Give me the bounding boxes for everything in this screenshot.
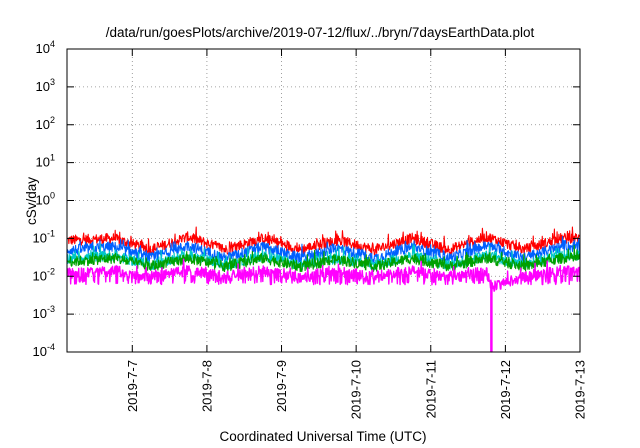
series-point <box>224 249 227 251</box>
series-point <box>113 270 115 272</box>
series-point <box>411 270 413 272</box>
series-point <box>374 257 376 259</box>
series-point <box>75 249 77 251</box>
series-point <box>187 244 189 247</box>
series-point <box>150 275 152 277</box>
x-tick-label: 2019-7-11 <box>423 360 438 418</box>
series-point <box>374 275 376 277</box>
series-point <box>187 257 189 259</box>
series-3 <box>67 244 581 273</box>
x-tick-label: 2019-7-13 <box>573 360 588 419</box>
series-point <box>262 237 264 239</box>
y-tick-label: 10-2 <box>33 266 55 283</box>
x-tick-label: 2019-7-10 <box>349 360 364 419</box>
series-point <box>224 265 227 268</box>
series-point <box>560 270 562 272</box>
y-tick-label: 100 <box>36 191 55 208</box>
plot-frame <box>66 48 581 353</box>
y-tick-label: 10-4 <box>33 342 55 359</box>
series-point <box>113 246 115 248</box>
series-point <box>486 236 488 238</box>
series-point <box>411 237 413 239</box>
series-point <box>560 237 562 239</box>
series-point <box>448 249 451 251</box>
series-point <box>299 265 301 268</box>
series-point <box>486 257 488 259</box>
y-tick-label: 10-1 <box>33 228 55 245</box>
series-point <box>374 249 376 251</box>
series-point <box>523 249 525 251</box>
data-series <box>66 226 581 353</box>
series-point <box>299 249 301 251</box>
series-point <box>150 249 152 251</box>
x-tick-label: 2019-7-9 <box>274 360 289 412</box>
series-point <box>523 265 525 268</box>
series-line <box>67 244 581 273</box>
y-tick-label: 101 <box>36 153 55 170</box>
axis-ticks: 10-4 10-3 10-2 10-1 100 101 102 103 104 2019-7-7 2… <box>33 39 588 419</box>
series-point <box>262 246 264 248</box>
series-point <box>299 257 301 259</box>
series-point <box>560 246 562 248</box>
series-point <box>262 257 264 259</box>
series-point <box>336 239 339 241</box>
series-point <box>486 244 488 247</box>
series-point <box>187 270 189 272</box>
series-point <box>336 247 339 249</box>
series-point <box>299 275 301 277</box>
series-point <box>336 271 339 273</box>
x-axis-label: Coordinated Universal Time (UTC) <box>219 429 426 444</box>
series-point <box>448 257 451 259</box>
series-line <box>67 226 581 256</box>
series-point <box>150 257 152 259</box>
series-point <box>224 275 227 277</box>
series-point <box>75 239 77 241</box>
series-point <box>336 258 339 260</box>
series-0 <box>67 226 581 256</box>
series-point <box>75 260 77 262</box>
series-point <box>187 236 189 238</box>
x-tick-label: 2019-7-12 <box>498 360 513 419</box>
series-point <box>262 270 264 272</box>
x-tick-label: 2019-7-7 <box>125 360 140 412</box>
grid-lines <box>67 48 581 353</box>
series-point <box>560 257 562 259</box>
series-point <box>486 271 488 273</box>
series-point <box>448 265 451 268</box>
y-tick-label: 104 <box>36 39 55 56</box>
series-point <box>411 257 413 259</box>
series-point <box>448 275 451 277</box>
series-point <box>75 272 77 274</box>
series-line <box>66 258 581 292</box>
y-axis-label: cSv/day <box>24 177 39 225</box>
series-point <box>374 265 376 268</box>
y-tick-label: 103 <box>36 77 55 94</box>
series-point <box>113 237 115 239</box>
series-point <box>150 265 152 268</box>
y-tick-label: 102 <box>36 115 55 132</box>
series-4 <box>66 258 581 353</box>
series-point <box>523 275 525 277</box>
series-point <box>113 257 115 259</box>
chart-title: /data/run/goesPlots/archive/2019-07-12/f… <box>106 25 535 40</box>
x-tick-label: 2019-7-8 <box>199 360 214 412</box>
y-tick-label: 10-3 <box>33 304 55 321</box>
